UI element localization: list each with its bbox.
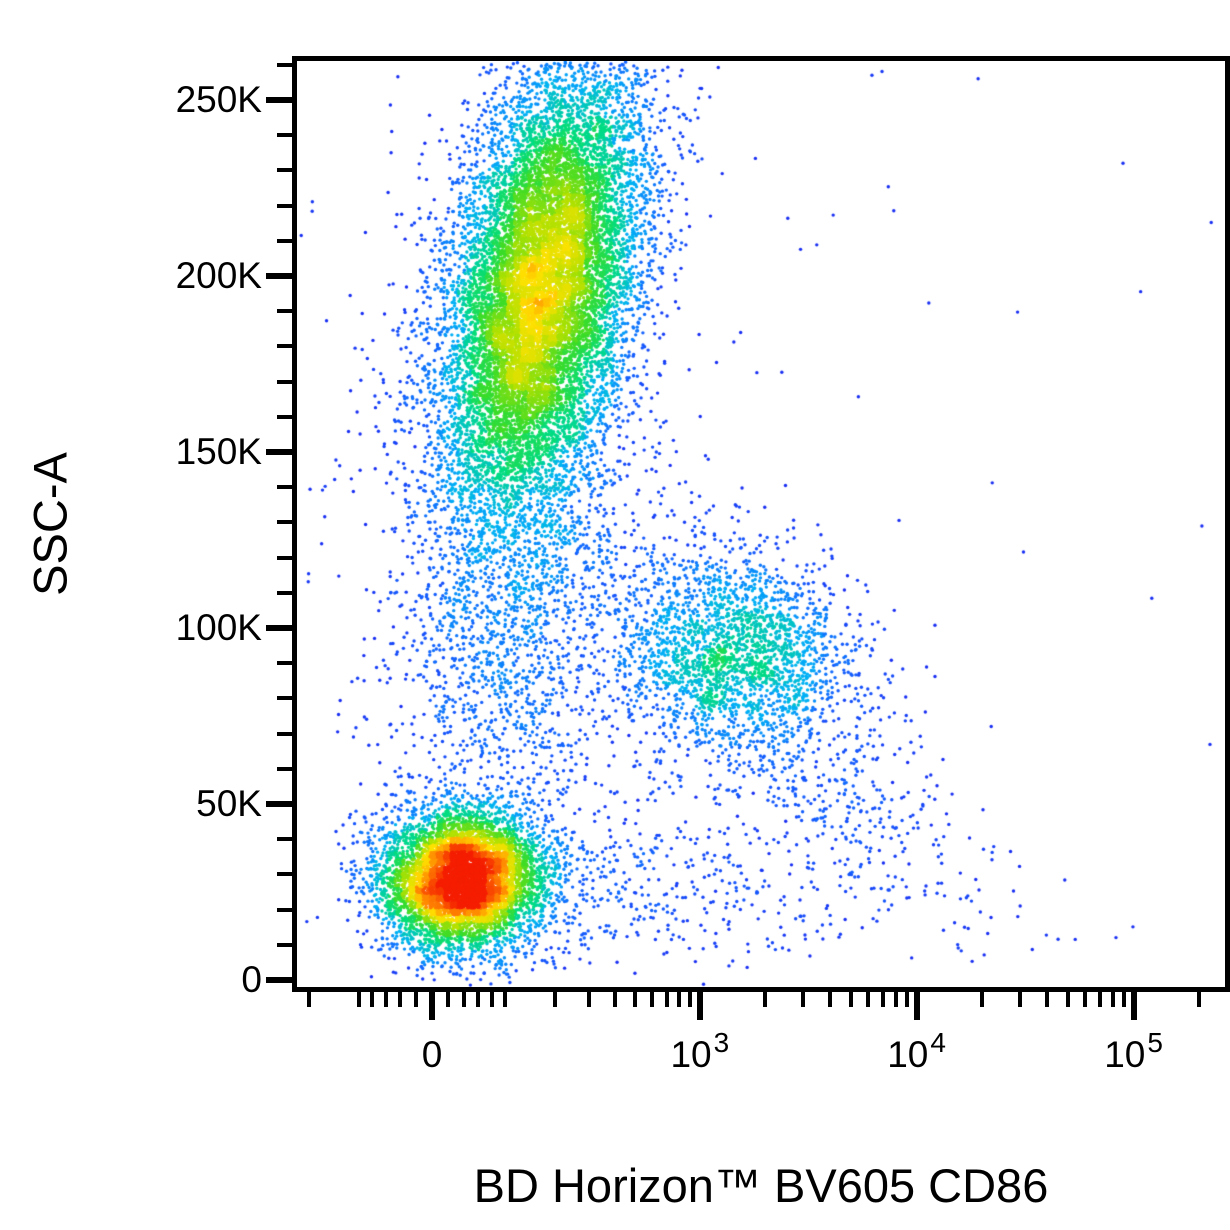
y-axis-minor-tick: [277, 907, 292, 912]
y-axis-minor-tick: [277, 238, 292, 243]
x-axis-minor-tick: [356, 992, 361, 1007]
x-axis-minor-tick: [413, 992, 418, 1007]
y-axis-minor-tick: [277, 766, 292, 771]
x-axis-minor-tick: [904, 992, 909, 1007]
x-axis-minor-tick: [1110, 992, 1115, 1007]
y-axis-tick-label: 0: [241, 959, 262, 1000]
y-axis-major-tick: [266, 625, 292, 631]
x-axis-minor-tick: [1097, 992, 1102, 1007]
y-axis-minor-tick: [277, 344, 292, 349]
x-axis-minor-tick: [1196, 992, 1201, 1007]
x-axis-minor-tick: [762, 992, 767, 1007]
y-axis-minor-tick: [277, 414, 292, 419]
x-axis-major-tick: [913, 992, 920, 1020]
y-axis-tick-label: 200K: [175, 255, 262, 296]
y-axis-tick-label: 250K: [175, 79, 262, 120]
x-axis-minor-tick: [650, 992, 655, 1007]
x-axis-minor-tick: [801, 992, 806, 1007]
x-axis-minor-tick: [613, 992, 618, 1007]
x-axis-major-tick: [696, 992, 703, 1020]
x-axis-minor-tick: [633, 992, 638, 1007]
x-axis-minor-tick: [866, 992, 871, 1007]
y-axis-major-tick: [266, 97, 292, 103]
x-tick-exponent: 4: [930, 1027, 946, 1058]
y-axis-tick-label: 150K: [175, 431, 262, 472]
x-axis-minor-tick: [893, 992, 898, 1007]
x-axis-tick-label: 103: [645, 1027, 755, 1094]
x-axis-minor-tick: [398, 992, 403, 1007]
x-axis-minor-tick: [383, 992, 388, 1007]
y-axis-minor-tick: [277, 168, 292, 173]
x-axis-major-tick: [429, 992, 435, 1020]
x-axis-major-tick: [1130, 992, 1137, 1020]
x-axis-minor-tick: [461, 992, 466, 1007]
x-tick-exponent: 5: [1147, 1027, 1163, 1058]
y-axis-minor-tick: [277, 696, 292, 701]
x-axis-minor-tick: [490, 992, 495, 1007]
y-axis-minor-tick: [277, 555, 292, 560]
x-axis-minor-tick: [880, 992, 885, 1007]
y-axis-minor-tick: [277, 62, 292, 67]
x-tick-base: 0: [421, 1034, 443, 1075]
x-axis-minor-tick: [503, 992, 508, 1007]
x-axis-minor-tick: [979, 992, 984, 1007]
x-axis-minor-tick: [446, 992, 451, 1007]
y-axis-major-tick: [266, 273, 292, 279]
y-axis-major-tick: [266, 449, 292, 455]
x-axis-minor-tick: [553, 992, 558, 1007]
x-tick-base: 10: [887, 1034, 929, 1075]
x-axis-minor-tick: [1045, 992, 1050, 1007]
x-axis-title: BD Horizon™ BV605 CD86: [473, 1159, 1049, 1212]
x-axis-tick-label: 0: [377, 1034, 487, 1094]
x-axis-minor-tick: [306, 992, 311, 1007]
x-tick-base: 10: [1104, 1034, 1146, 1075]
x-axis-minor-tick: [849, 992, 854, 1007]
x-axis-minor-tick: [476, 992, 481, 1007]
x-axis-minor-tick: [688, 992, 693, 1007]
y-axis-minor-tick: [277, 379, 292, 384]
scatter-density-canvas: [297, 61, 1225, 987]
y-axis-minor-tick: [277, 872, 292, 877]
y-axis-minor-tick: [277, 203, 292, 208]
y-axis-minor-tick: [277, 731, 292, 736]
x-tick-exponent: 3: [713, 1027, 730, 1058]
y-axis-title: SSC-A: [23, 452, 77, 596]
x-axis-minor-tick: [1018, 992, 1023, 1007]
y-axis-minor-tick: [277, 133, 292, 138]
y-axis-minor-tick: [277, 590, 292, 595]
y-axis-minor-tick: [277, 837, 292, 842]
x-axis-tick-label: 105: [1079, 1027, 1189, 1094]
y-axis-tick-label: 50K: [196, 783, 262, 824]
y-axis-minor-tick: [277, 309, 292, 314]
x-axis-minor-tick: [1121, 992, 1126, 1007]
x-axis-minor-tick: [677, 992, 682, 1007]
y-axis-tick-label: 100K: [175, 607, 262, 648]
x-axis-minor-tick: [369, 992, 374, 1007]
x-axis-minor-tick: [664, 992, 669, 1007]
x-axis-minor-tick: [1066, 992, 1071, 1007]
y-axis-major-tick: [266, 801, 292, 807]
x-tick-base: 10: [670, 1034, 712, 1075]
y-axis-minor-tick: [277, 942, 292, 947]
y-axis-minor-tick: [277, 485, 292, 490]
y-axis-minor-tick: [277, 520, 292, 525]
x-axis-minor-tick: [828, 992, 833, 1007]
y-axis-minor-tick: [277, 661, 292, 666]
x-axis-minor-tick: [1083, 992, 1088, 1007]
x-axis-tick-label: 104: [862, 1027, 972, 1094]
y-axis-major-tick: [266, 977, 292, 983]
x-axis-minor-tick: [587, 992, 592, 1007]
